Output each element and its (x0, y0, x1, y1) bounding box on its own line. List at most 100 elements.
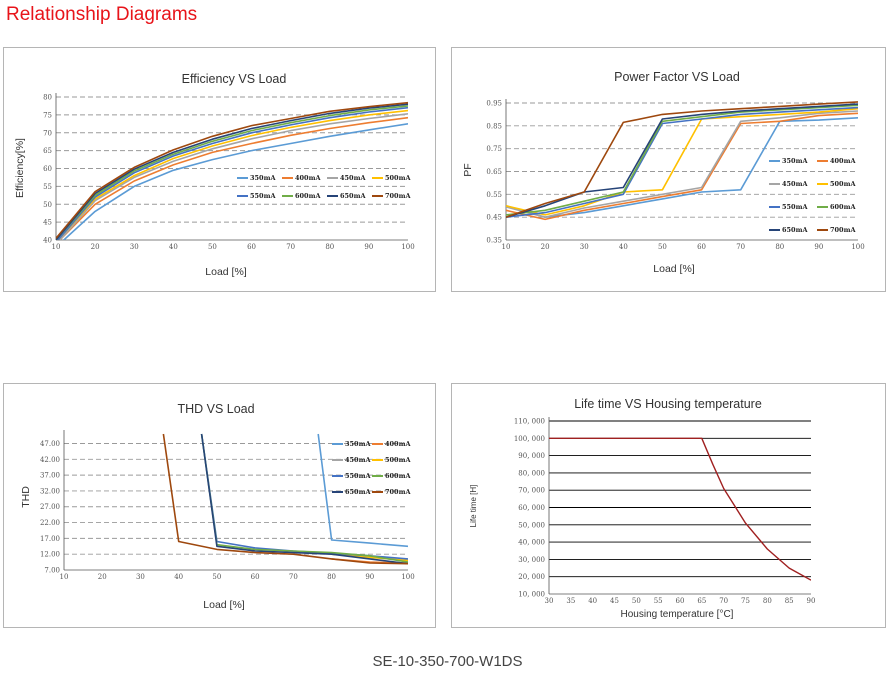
x-tick-label: 30 (136, 573, 145, 581)
y-axis-label: Life time [H] (469, 485, 478, 528)
series-line-life-time (549, 437, 811, 581)
x-tick-label: 10 (52, 243, 61, 251)
legend-label-700ma: 700mA (830, 226, 856, 234)
y-tick-label: 45 (43, 219, 52, 227)
series-line-400ma (59, 116, 408, 240)
x-tick-label: 100 (401, 243, 414, 251)
y-tick-label: 40, 000 (518, 539, 545, 547)
x-tick-label: 50 (208, 243, 217, 251)
efficiency-svg: Efficiency VS Load Load [%] Efficiency[%] 4… (14, 72, 415, 278)
y-tick-label: 7.00 (44, 567, 60, 575)
y-tick-label: 80 (43, 94, 52, 102)
legend-label-350ma: 350mA (782, 157, 808, 165)
x-tick-label: 70 (289, 573, 298, 581)
x-tick-label: 30 (545, 597, 554, 605)
x-axis-label: Load [%] (653, 263, 695, 275)
series-line-550ma (57, 106, 408, 240)
legend-label-650ma: 650mA (345, 488, 371, 496)
chart-title: Life time VS Housing temperature (574, 397, 762, 411)
series-line-350ma (317, 433, 408, 548)
x-tick-label: 70 (286, 243, 295, 251)
y-tick-label: 55 (43, 183, 52, 191)
y-tick-label: 40 (43, 237, 52, 245)
series-line-700ma (506, 101, 858, 218)
x-tick-label: 40 (174, 573, 183, 581)
y-axis-label: THD (20, 486, 32, 508)
x-axis-label: Load [%] (205, 266, 247, 278)
x-tick-label: 90 (814, 243, 823, 251)
x-tick-label: 60 (676, 597, 685, 605)
x-tick-label: 30 (580, 243, 589, 251)
legend-label-650ma: 650mA (340, 192, 366, 200)
efficiency-chart-panel: Efficiency VS Load Load [%] Efficiency[%] 4… (3, 47, 436, 292)
y-tick-label: 90, 000 (518, 452, 545, 460)
legend-label-450ma: 450mA (340, 174, 366, 182)
x-tick-label: 90 (807, 597, 816, 605)
legend-label-400ma: 400mA (830, 157, 856, 165)
x-tick-label: 80 (327, 573, 336, 581)
y-tick-label: 27.00 (40, 503, 60, 511)
legend-label-550ma: 550mA (782, 203, 808, 211)
y-tick-label: 110, 000 (514, 418, 545, 426)
x-tick-label: 35 (566, 597, 575, 605)
power-factor-svg: Power Factor VS Load Load [%] PF 0.35 0.45 0.… (462, 70, 865, 275)
y-tick-label: 100, 000 (514, 435, 545, 443)
series-line-550ma (506, 106, 858, 218)
x-tick-label: 20 (98, 573, 107, 581)
y-tick-label: 0.55 (486, 191, 502, 199)
y-tick-label: 50 (43, 201, 52, 209)
series-line-550ma (200, 433, 408, 560)
x-axis-label: Housing temperature [°C] (621, 609, 734, 620)
x-tick-label: 100 (851, 243, 864, 251)
y-tick-label: 0.75 (486, 145, 502, 153)
series-line-350ma (63, 123, 408, 240)
thd-svg: THD VS Load Load [%] THD 7.00 12.00 17.00 22.0… (20, 402, 415, 611)
page-title: Relationship Diagrams (6, 4, 198, 25)
legend-label-550ma: 550mA (345, 472, 371, 480)
life-time-svg: Life time VS Housing temperature Housing … (469, 397, 816, 620)
legend-label-700ma: 700mA (385, 192, 411, 200)
y-tick-label: 0.65 (486, 168, 502, 176)
y-tick-label: 70 (43, 129, 52, 137)
chart-title: THD VS Load (177, 402, 254, 416)
y-tick-label: 0.35 (486, 237, 502, 245)
series-line-700ma (56, 101, 408, 239)
x-axis-label: Load [%] (203, 599, 245, 611)
legend-label-600ma: 600mA (385, 472, 411, 480)
x-tick-label: 50 (212, 573, 221, 581)
series-line-700ma (162, 433, 408, 565)
legend-label-500ma: 500mA (385, 456, 411, 464)
series-line-650ma (200, 433, 408, 565)
x-tick-label: 70 (736, 243, 745, 251)
model-number: SE-10-350-700-W1DS (372, 653, 523, 670)
x-tick-label: 80 (325, 243, 334, 251)
y-axis-label: PF (462, 163, 474, 176)
y-tick-label: 60, 000 (518, 504, 545, 512)
y-tick-label: 70, 000 (518, 487, 545, 495)
series-line-600ma (506, 104, 858, 216)
power-factor-chart-panel: Power Factor VS Load Load [%] PF 0.35 0.45 0.… (451, 47, 886, 292)
series-line-500ma (57, 109, 408, 240)
legend-label-400ma: 400mA (295, 174, 321, 182)
x-tick-label: 80 (775, 243, 784, 251)
x-tick-label: 60 (251, 573, 260, 581)
y-tick-label: 17.00 (40, 535, 60, 543)
x-tick-label: 10 (502, 243, 511, 251)
x-tick-label: 40 (169, 243, 178, 251)
legend-label-700ma: 700mA (385, 488, 411, 496)
y-tick-label: 50, 000 (518, 521, 545, 529)
legend-label-350ma: 350mA (250, 174, 276, 182)
y-tick-label: 42.00 (40, 456, 60, 464)
x-tick-label: 100 (401, 573, 414, 581)
legend-label-450ma: 450mA (345, 456, 371, 464)
x-tick-label: 40 (619, 243, 628, 251)
x-tick-label: 85 (785, 597, 794, 605)
y-tick-label: 32.00 (40, 487, 60, 495)
series-line-450ma (59, 113, 408, 240)
legend-label-650ma: 650mA (782, 226, 808, 234)
x-tick-label: 50 (658, 243, 667, 251)
x-tick-label: 80 (763, 597, 772, 605)
legend-label-600ma: 600mA (830, 203, 856, 211)
y-tick-label: 47.00 (40, 440, 60, 448)
y-tick-label: 0.85 (486, 122, 502, 130)
